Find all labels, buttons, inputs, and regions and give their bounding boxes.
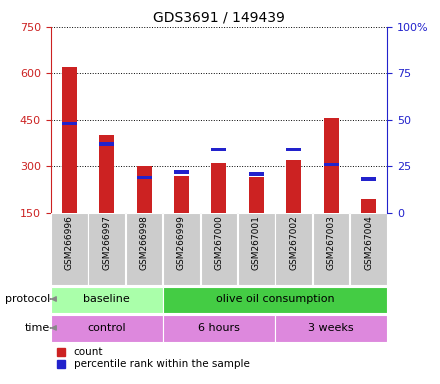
Bar xyxy=(174,175,189,213)
FancyBboxPatch shape xyxy=(313,213,349,285)
Bar xyxy=(62,67,77,213)
Text: GSM266998: GSM266998 xyxy=(139,215,149,270)
Bar xyxy=(361,177,376,181)
FancyBboxPatch shape xyxy=(51,286,163,313)
Bar xyxy=(99,142,114,146)
FancyBboxPatch shape xyxy=(51,213,88,285)
FancyBboxPatch shape xyxy=(201,213,237,285)
FancyBboxPatch shape xyxy=(238,213,275,285)
Bar xyxy=(136,175,151,179)
Bar xyxy=(174,170,189,174)
FancyBboxPatch shape xyxy=(275,213,312,285)
FancyBboxPatch shape xyxy=(163,213,200,285)
FancyBboxPatch shape xyxy=(275,316,387,341)
FancyBboxPatch shape xyxy=(88,213,125,285)
FancyBboxPatch shape xyxy=(163,316,275,341)
Text: GSM267003: GSM267003 xyxy=(326,215,336,270)
Title: GDS3691 / 149439: GDS3691 / 149439 xyxy=(153,10,285,24)
Text: 6 hours: 6 hours xyxy=(198,323,240,333)
Bar xyxy=(62,122,77,126)
Text: GSM267000: GSM267000 xyxy=(214,215,224,270)
Bar xyxy=(323,118,339,213)
Text: baseline: baseline xyxy=(83,294,130,304)
Bar xyxy=(286,160,301,213)
Bar xyxy=(249,172,264,175)
Text: olive oil consumption: olive oil consumption xyxy=(216,294,334,304)
Bar xyxy=(286,148,301,151)
Text: time: time xyxy=(25,323,51,333)
Text: GSM266996: GSM266996 xyxy=(65,215,74,270)
Bar xyxy=(99,135,114,213)
Bar xyxy=(323,162,339,166)
Bar xyxy=(249,177,264,213)
Text: 3 weeks: 3 weeks xyxy=(308,323,354,333)
Bar xyxy=(211,163,226,213)
FancyBboxPatch shape xyxy=(163,286,387,313)
Text: control: control xyxy=(88,323,126,333)
Legend: count, percentile rank within the sample: count, percentile rank within the sample xyxy=(56,346,250,371)
FancyBboxPatch shape xyxy=(126,213,162,285)
Text: protocol: protocol xyxy=(5,294,51,304)
Text: GSM267002: GSM267002 xyxy=(289,215,298,270)
Bar xyxy=(136,166,151,213)
Bar xyxy=(211,148,226,151)
FancyBboxPatch shape xyxy=(51,316,163,341)
Text: GSM267004: GSM267004 xyxy=(364,215,373,270)
Text: GSM267001: GSM267001 xyxy=(252,215,261,270)
Text: GSM266997: GSM266997 xyxy=(102,215,111,270)
Text: GSM266999: GSM266999 xyxy=(177,215,186,270)
FancyBboxPatch shape xyxy=(350,213,387,285)
Bar xyxy=(361,199,376,213)
